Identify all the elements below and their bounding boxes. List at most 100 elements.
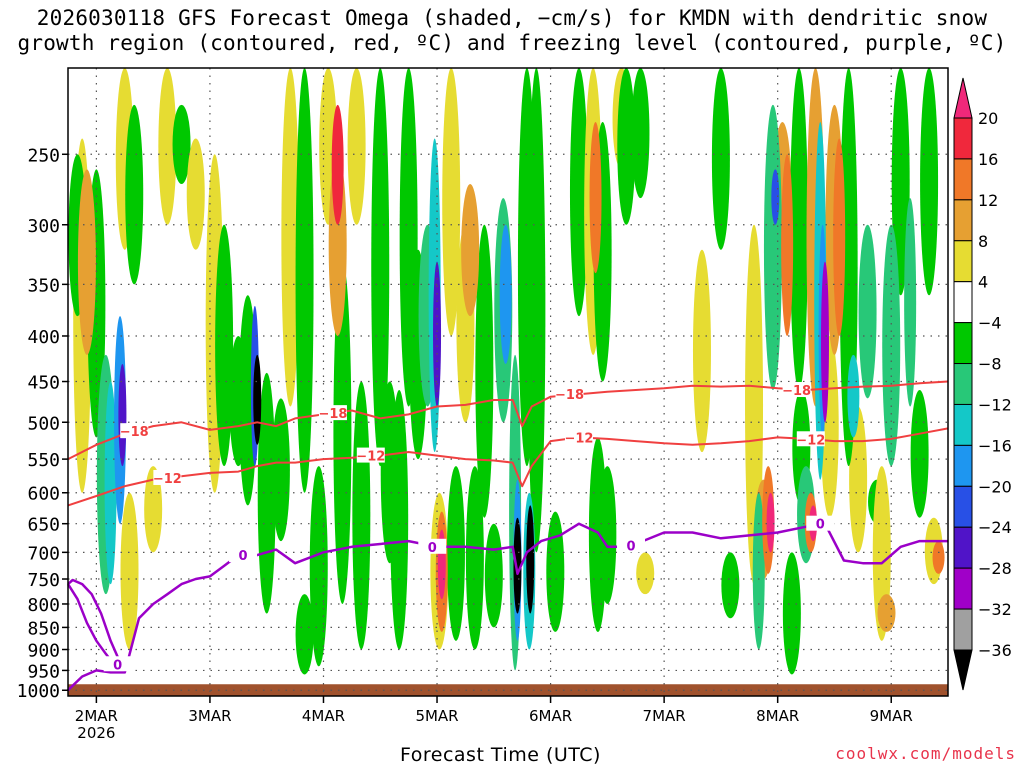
label-minus18-d: −18 (782, 384, 811, 399)
y-tick-label: 950 (27, 661, 60, 682)
y-tick-label: 600 (27, 484, 60, 505)
omega-cell (763, 104, 782, 391)
label-minus18-d-bg (782, 382, 811, 398)
omega-cell (77, 169, 96, 355)
y-tick-label: 850 (27, 618, 60, 639)
y-tick-label: 550 (27, 450, 60, 471)
label-minus12-c: −12 (564, 431, 593, 446)
omega-cell (636, 552, 655, 595)
colorbar-bin (953, 608, 973, 651)
label-zero-b-bg (418, 538, 447, 554)
omega-cell (446, 466, 465, 641)
omega-cell (920, 68, 939, 296)
omega-cell (333, 261, 352, 604)
x-tick-sublabel: 2026 (77, 724, 115, 742)
title-line-2: growth region (contoured, red, ºC) and f… (17, 31, 1007, 55)
colorbar-bottom-arrow (953, 649, 973, 691)
label-zero-loop-bg (103, 656, 132, 672)
colorbar-top-arrow (953, 77, 973, 119)
omega-cell (631, 68, 650, 199)
y-tick-label: 650 (27, 515, 60, 536)
label-minus12-c-bg (564, 429, 593, 445)
label-minus18-b: −18 (318, 407, 347, 422)
ground-surface (68, 684, 948, 696)
label-zero-a-bg (229, 547, 258, 563)
colorbar-bin (953, 117, 973, 160)
x-tick-label: 2MAR (75, 707, 118, 725)
omega-cell (120, 492, 139, 650)
colorbar: 20 16 12 8 4 −4 −8 −12 −16 −20 −24 −28 −32 −36 (953, 77, 1012, 691)
x-axis-label: Forecast Time (UTC) (400, 744, 601, 766)
title-line-1: 2026030118 GFS Forecast Omega (shaded, −… (36, 6, 988, 30)
omega-cell (390, 390, 409, 650)
label-minus12-b-bg (356, 447, 385, 463)
omega-cell (569, 68, 588, 317)
omega-cell (499, 224, 512, 364)
label-zero-c: 0 (626, 539, 635, 554)
omega-cell (589, 122, 602, 274)
omega-shading (68, 68, 948, 696)
omega-cell (766, 492, 775, 553)
omega-cell (253, 354, 262, 445)
omega-cell (858, 224, 877, 399)
x-tick-label: 8MAR (756, 707, 799, 725)
y-tick-label: 250 (27, 145, 60, 166)
omega-cell (820, 261, 829, 423)
colorbar-label: −36 (978, 641, 1012, 660)
omega-cell (904, 198, 917, 407)
colorbar-label: −4 (978, 314, 1002, 333)
x-tick-label: 4MAR (302, 707, 345, 725)
colorbar-label: 8 (978, 232, 988, 251)
omega-cell (186, 138, 205, 250)
omega-cell (513, 517, 522, 614)
y-tick-label: 900 (27, 641, 60, 662)
y-tick-label: 500 (27, 413, 60, 434)
omega-cell (526, 505, 535, 614)
omega-cell (771, 169, 780, 225)
omega-cell (617, 68, 636, 225)
omega-cell (271, 398, 290, 542)
omega-cell (281, 68, 300, 407)
x-tick-label: 6MAR (529, 707, 572, 725)
axes: 2503003504004505005506006507007508008509… (17, 67, 949, 742)
plot-area (68, 68, 948, 696)
omega-cell (158, 68, 177, 225)
colorbar-bin (953, 526, 973, 569)
colorbar-label: −8 (978, 355, 1002, 374)
y-tick-label: 750 (27, 570, 60, 591)
omega-cell (331, 104, 344, 225)
label-minus18-c-bg (555, 386, 584, 402)
colorbar-label: 4 (978, 273, 988, 292)
label-minus12-a-bg (153, 469, 182, 485)
y-tick-label: 300 (27, 216, 60, 237)
x-tick-label: 7MAR (643, 707, 686, 725)
omega-cell (475, 224, 494, 518)
x-tick-label: 9MAR (870, 707, 913, 725)
omega-cell (877, 594, 896, 632)
omega-cell (910, 390, 929, 518)
omega-cell (144, 466, 163, 553)
label-zero-loop: 0 (113, 658, 122, 673)
omega-cell (752, 492, 765, 650)
colorbar-bin (953, 240, 973, 283)
colorbar-label: −32 (978, 600, 1012, 619)
omega-cell (546, 511, 565, 632)
omega-cell (309, 466, 328, 667)
y-tick-label: 1000 (17, 681, 60, 702)
y-tick-label: 700 (27, 543, 60, 564)
label-zero-d: 0 (816, 518, 825, 533)
omega-cell (465, 466, 484, 650)
omega-cell (172, 104, 191, 185)
colorbar-bin (953, 363, 973, 405)
colorbar-bin (953, 322, 973, 365)
label-zero-d-bg (806, 515, 835, 531)
colorbar-bin (953, 403, 973, 446)
label-minus12-d: −12 (796, 433, 825, 448)
omega-cell (461, 184, 480, 317)
label-minus12-d-bg (796, 431, 825, 447)
colorbar-label: −12 (978, 395, 1012, 414)
isotherm-minus12-line (67, 427, 949, 507)
contours: −18 −18 −18 −18 −12 −12 −12 −12 0 0 0 0 0 (66, 380, 949, 692)
omega-cell (347, 68, 366, 225)
